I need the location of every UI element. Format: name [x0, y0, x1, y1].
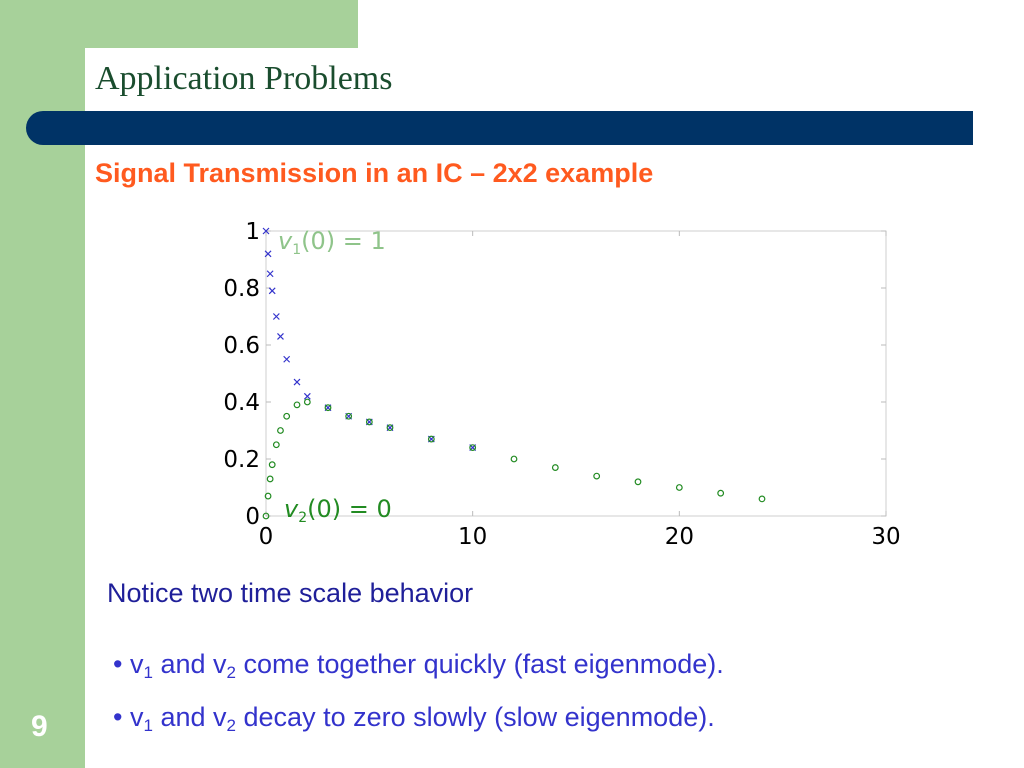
y-tick-label: 0.2 — [223, 447, 260, 473]
data-point — [264, 492, 272, 500]
bullet-item: • v1 and v2 decay to zero slowly (slow e… — [113, 702, 715, 735]
data-point — [593, 472, 601, 480]
y-tick-label: 0 — [245, 504, 260, 530]
data-point — [262, 512, 270, 520]
data-point — [293, 401, 301, 409]
y-tick-label: 1 — [245, 219, 260, 245]
data-point — [262, 227, 270, 235]
data-point — [266, 475, 274, 483]
x-tick-label: 10 — [458, 524, 487, 550]
tick-group — [265, 230, 887, 517]
slide-subtitle: Signal Transmission in an IC – 2x2 examp… — [95, 158, 654, 188]
data-point — [345, 412, 353, 420]
annotation-v2: v2(0) = 0 — [284, 495, 392, 526]
data-point — [510, 455, 518, 463]
y-tick-label: 0.6 — [223, 333, 260, 359]
annotation-v1: v1(0) = 1 — [278, 227, 386, 258]
data-point — [277, 333, 284, 340]
data-point — [551, 464, 559, 471]
data-point — [268, 287, 276, 295]
data-point — [303, 398, 311, 406]
data-point — [272, 441, 280, 449]
data-point — [293, 378, 301, 386]
data-point — [386, 424, 394, 432]
data-point — [303, 392, 311, 400]
x-tick-label: 20 — [665, 524, 694, 550]
x-tick-label: 0 — [259, 524, 274, 550]
slide-title: Application Problems — [95, 60, 393, 97]
plot-frame — [265, 230, 887, 517]
data-point — [277, 427, 284, 434]
data-point — [272, 313, 280, 320]
y-tick-label: 0.8 — [223, 276, 260, 302]
data-point — [324, 404, 332, 412]
data-point — [266, 270, 274, 278]
data-point — [675, 484, 683, 491]
title-bar — [26, 111, 973, 145]
data-point — [717, 489, 725, 497]
data-point — [634, 478, 642, 486]
notice-text: Notice two time scale behavior — [107, 578, 474, 608]
data-point — [427, 435, 435, 443]
bullet-item: • v1 and v2 come together quickly (fast … — [113, 649, 724, 682]
data-point — [758, 495, 766, 503]
bullet-list: • v1 and v2 come together quickly (fast … — [113, 642, 724, 748]
content-panel — [85, 48, 1024, 768]
data-point — [365, 418, 373, 426]
axis-tick-labels: 00.20.40.60.810 10 20 30 — [223, 219, 900, 550]
data-point — [264, 250, 272, 258]
y-tick-label: 0.4 — [223, 390, 260, 416]
data-point — [283, 355, 291, 363]
data-point — [469, 444, 477, 452]
response-plot: 00.20.40.60.810 10 20 30 v1(0) = 1 v2(0) = … — [223, 219, 900, 550]
data-point — [283, 412, 291, 420]
page-number: 9 — [31, 710, 48, 743]
x-tick-label: 30 — [871, 524, 900, 550]
series-marks — [262, 227, 766, 520]
data-point — [268, 461, 276, 469]
